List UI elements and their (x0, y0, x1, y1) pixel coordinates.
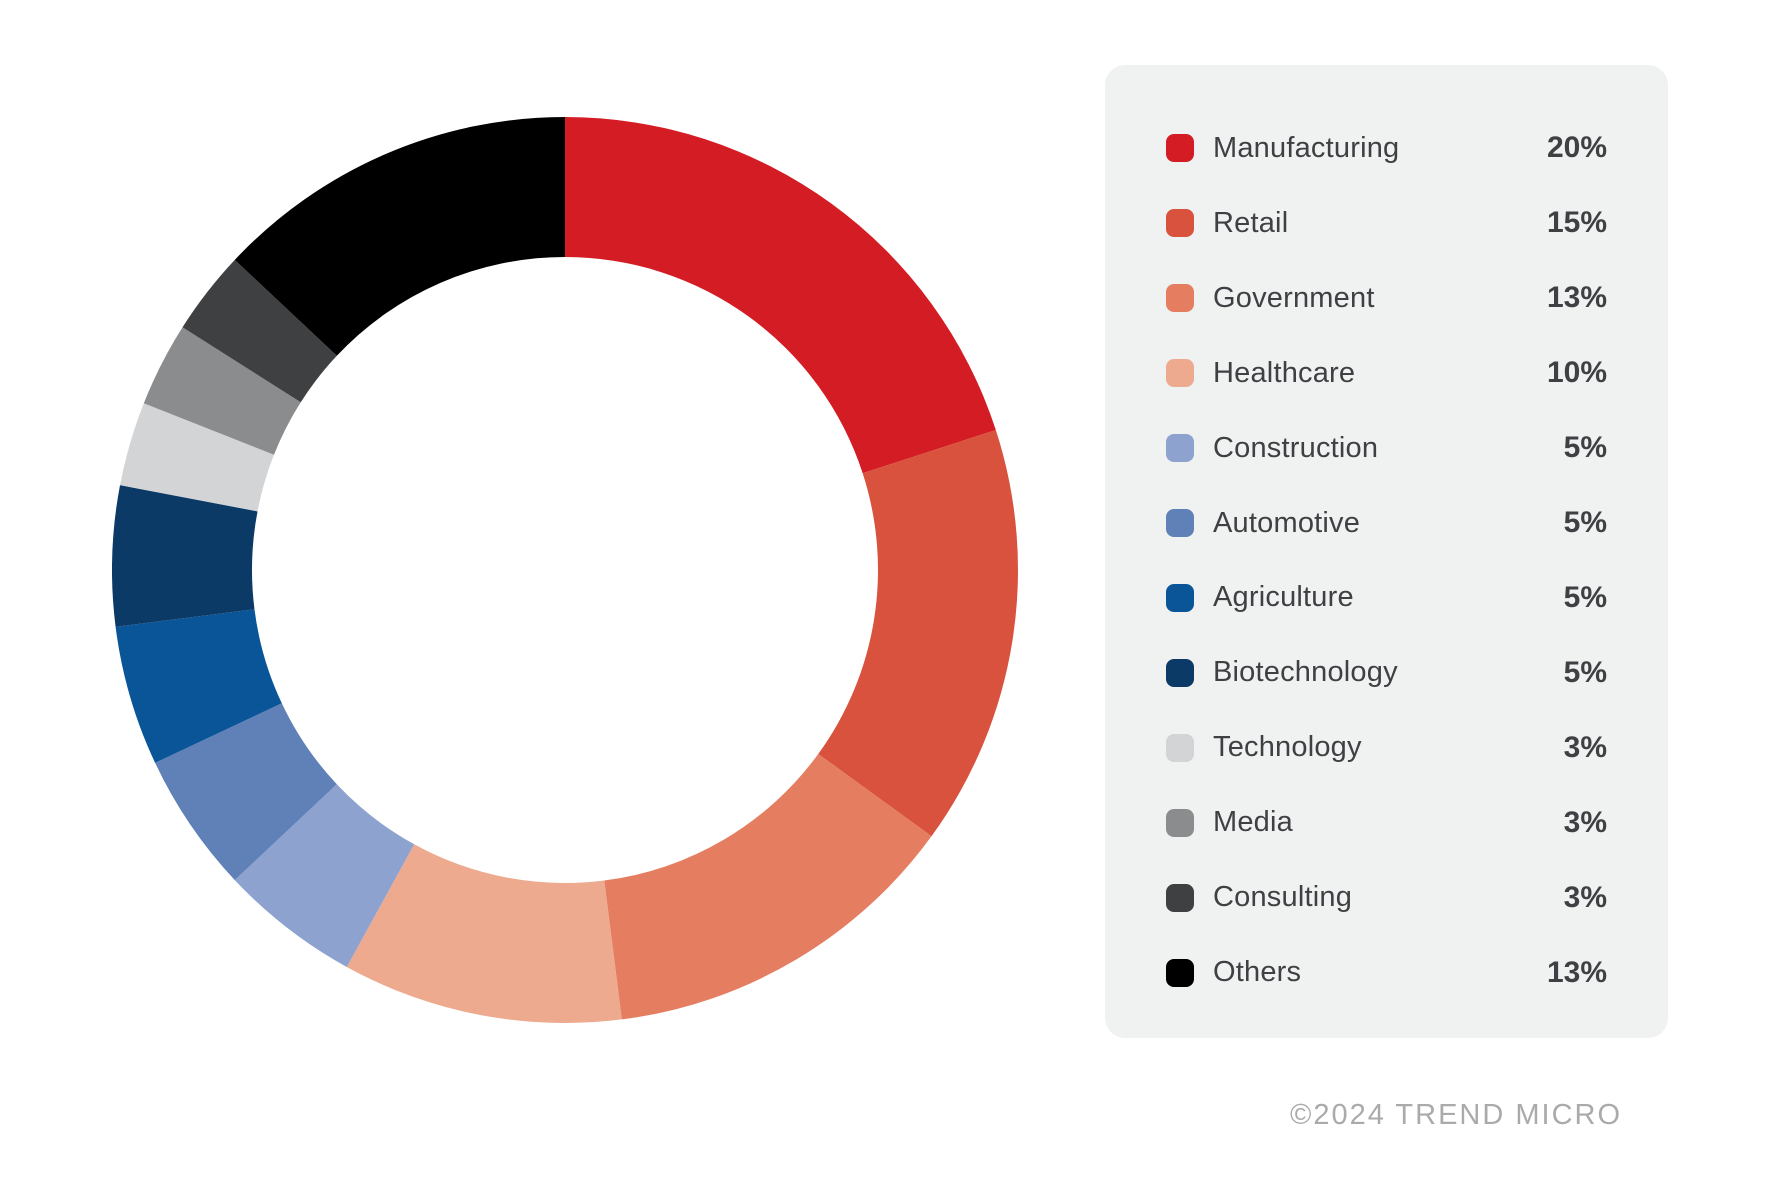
legend-percent: 5% (1563, 431, 1607, 465)
legend-row-technology: Technology 3% (1166, 710, 1607, 785)
legend-panel: Manufacturing 20% Retail 15% Government … (1105, 65, 1668, 1038)
legend-percent: 20% (1546, 131, 1607, 165)
legend-label: Consulting (1213, 881, 1353, 914)
legend-label: Government (1213, 281, 1375, 314)
legend-label: Others (1213, 956, 1302, 989)
legend-label: Manufacturing (1213, 131, 1400, 164)
legend-percent: 15% (1546, 206, 1607, 240)
donut-segment-technology (120, 403, 274, 512)
legend-swatch (1166, 134, 1194, 163)
donut-segment-agriculture (115, 609, 282, 763)
legend-label: Construction (1213, 431, 1379, 464)
donut-segment-retail (818, 430, 1018, 837)
legend-label: Retail (1213, 206, 1289, 239)
donut-segment-consulting (182, 259, 337, 403)
legend-swatch (1166, 733, 1194, 762)
donut-segment-manufacturing (565, 117, 996, 474)
legend-swatch (1166, 209, 1194, 238)
legend-row-retail: Retail 15% (1166, 186, 1607, 261)
donut-chart (112, 117, 1018, 1023)
legend-row-manufacturing: Manufacturing 20% (1166, 111, 1607, 186)
legend-row-construction: Construction 5% (1166, 411, 1607, 486)
donut-segment-biotechnology (112, 485, 258, 627)
legend-percent: 3% (1563, 805, 1607, 839)
donut-segment-others (234, 117, 565, 356)
legend-label: Technology (1213, 731, 1362, 764)
donut-segment-healthcare (346, 844, 622, 1023)
legend-percent: 5% (1563, 506, 1607, 540)
legend-label: Agriculture (1213, 581, 1354, 614)
legend-row-automotive: Automotive 5% (1166, 486, 1607, 561)
legend-row-government: Government 13% (1166, 261, 1607, 336)
legend-swatch (1166, 583, 1194, 612)
legend-row-biotechnology: Biotechnology 5% (1166, 635, 1607, 710)
legend-swatch (1166, 883, 1194, 912)
legend-label: Automotive (1213, 506, 1361, 539)
legend-swatch (1166, 808, 1194, 837)
legend-percent: 13% (1546, 955, 1607, 989)
legend-row-healthcare: Healthcare 10% (1166, 336, 1607, 411)
legend-percent: 13% (1546, 281, 1607, 315)
legend-percent: 5% (1563, 580, 1607, 614)
legend-percent: 3% (1563, 730, 1607, 764)
legend-percent: 5% (1563, 655, 1607, 689)
legend-swatch (1166, 958, 1194, 987)
legend-label: Healthcare (1213, 356, 1356, 389)
copyright-text: ©2024 TREND MICRO (1290, 1099, 1623, 1131)
legend-row-consulting: Consulting 3% (1166, 860, 1607, 935)
legend-row-media: Media 3% (1166, 785, 1607, 860)
legend-swatch (1166, 509, 1194, 538)
legend-swatch (1166, 658, 1194, 687)
legend-percent: 10% (1546, 356, 1607, 390)
donut-segment-media (143, 327, 301, 455)
legend-swatch (1166, 284, 1194, 313)
legend-percent: 3% (1563, 880, 1607, 914)
legend-row-others: Others 13% (1166, 935, 1607, 1010)
donut-segment-government (604, 753, 932, 1020)
legend-swatch (1166, 359, 1194, 388)
legend-row-agriculture: Agriculture 5% (1166, 561, 1607, 636)
donut-segment-construction (234, 784, 415, 967)
legend-label: Biotechnology (1213, 656, 1398, 689)
donut-segment-automotive (155, 703, 337, 881)
legend-label: Media (1213, 806, 1293, 839)
legend-swatch (1166, 434, 1194, 463)
